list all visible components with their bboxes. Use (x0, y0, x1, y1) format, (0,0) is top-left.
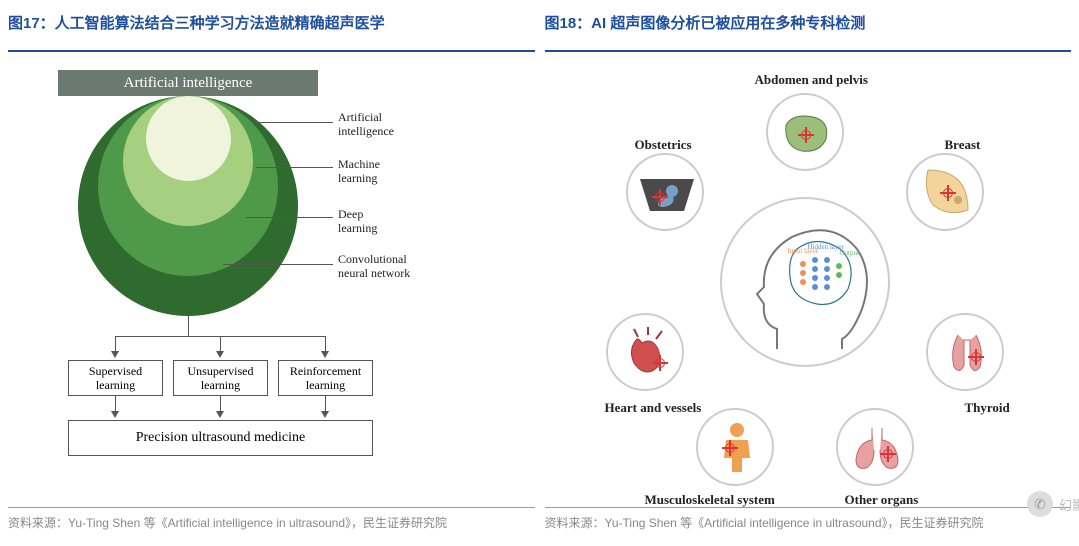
sat-heart (606, 313, 684, 391)
nn-input-col (800, 261, 806, 285)
connector (220, 396, 221, 411)
arrow-down-icon (216, 411, 224, 418)
crosshair-icon (940, 185, 956, 201)
ai-header-label: Artificial intelligence (58, 70, 318, 96)
figure-18-panel: 图18：AI 超声图像分析已被应用在多种专科检测 (545, 8, 1072, 538)
label-ai: Artificialintelligence (338, 110, 394, 139)
heart-icon (608, 315, 684, 391)
box-unsupervised: Unsupervisedlearning (173, 360, 268, 396)
sat-msk (696, 408, 774, 486)
label-thyroid: Thyroid (965, 400, 1010, 416)
label-breast: Breast (945, 137, 981, 153)
nn-hidden-col (824, 257, 830, 290)
crosshair-icon (880, 446, 896, 462)
nn-hidden-label: Hidden layer (808, 243, 844, 251)
arrow-down-icon (216, 351, 224, 358)
figure-17-title: 图17：人工智能算法结合三种学习方法造就精确超声医学 (8, 8, 535, 52)
nn-hidden-col (812, 257, 818, 290)
figure-18-title: 图18：AI 超声图像分析已被应用在多种专科检测 (545, 8, 1072, 52)
label-cnn: Convolutionalneural network (338, 252, 410, 281)
figure-17-panel: 图17：人工智能算法结合三种学习方法造就精确超声医学 Artificial in… (8, 8, 535, 538)
label-heart: Heart and vessels (605, 400, 702, 416)
connector (115, 396, 116, 411)
watermark-text: 幻影视界 (1059, 495, 1079, 514)
box-reinforcement: Reinforcementlearning (278, 360, 373, 396)
arrow-down-icon (321, 351, 329, 358)
sat-other (836, 408, 914, 486)
arrow-down-icon (111, 351, 119, 358)
wechat-icon: ✆ (1027, 491, 1053, 517)
label-ml: Machinelearning (338, 157, 380, 186)
connector (325, 396, 326, 411)
lungs-icon (838, 410, 914, 486)
head-icon (722, 199, 892, 369)
connector (220, 336, 221, 351)
figure-17-body: Artificial intelligence Artificialintell… (8, 52, 535, 508)
label-other: Other organs (845, 492, 919, 508)
crosshair-icon (968, 349, 984, 365)
crosshair-icon (652, 189, 668, 205)
figure-18-diagram: Input layer Hidden layer Output Abdomen … (545, 52, 1072, 507)
figure-17-source: 资料来源：Yu-Ting Shen 等《Artificial intellige… (8, 508, 535, 538)
leader-line (256, 167, 333, 168)
connector (325, 336, 326, 351)
nested-circles (58, 96, 318, 316)
figure-18-body: Input layer Hidden layer Output Abdomen … (545, 52, 1072, 508)
label-abdomen: Abdomen and pelvis (755, 72, 868, 88)
nn-output-label: Output (840, 249, 859, 257)
thyroid-icon (928, 315, 1004, 391)
sat-abdomen (766, 93, 844, 171)
watermark: ✆ 幻影视界 (1027, 491, 1079, 517)
crosshair-icon (652, 355, 668, 371)
leader-line (246, 217, 333, 218)
label-msk: Musculoskeletal system (645, 492, 775, 508)
box-supervised: Supervisedlearning (68, 360, 163, 396)
connector (188, 316, 189, 336)
arrow-down-icon (111, 411, 119, 418)
circle-cnn (146, 96, 231, 181)
crosshair-icon (798, 127, 814, 143)
arrow-down-icon (321, 411, 329, 418)
label-dl: Deeplearning (338, 207, 377, 236)
figure-18-source: 资料来源：Yu-Ting Shen 等《Artificial intellige… (545, 508, 1072, 538)
sat-thyroid (926, 313, 1004, 391)
crosshair-icon (722, 440, 738, 456)
leader-line (253, 122, 333, 123)
sat-breast (906, 153, 984, 231)
label-obstetrics: Obstetrics (635, 137, 692, 153)
nn-output-col (836, 263, 842, 278)
connector (115, 336, 116, 351)
center-head-circle: Input layer Hidden layer Output (720, 197, 890, 367)
sat-obstetrics (626, 153, 704, 231)
leader-line (223, 264, 333, 265)
box-precision: Precision ultrasound medicine (68, 420, 373, 456)
